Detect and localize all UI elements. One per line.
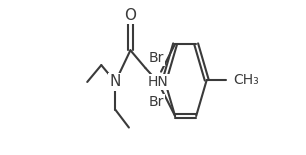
Text: Br: Br (148, 51, 164, 65)
Text: CH₃: CH₃ (233, 73, 259, 87)
Text: Br: Br (148, 95, 164, 109)
Text: N: N (110, 74, 121, 89)
Text: HN: HN (147, 75, 168, 89)
Text: O: O (125, 8, 136, 23)
